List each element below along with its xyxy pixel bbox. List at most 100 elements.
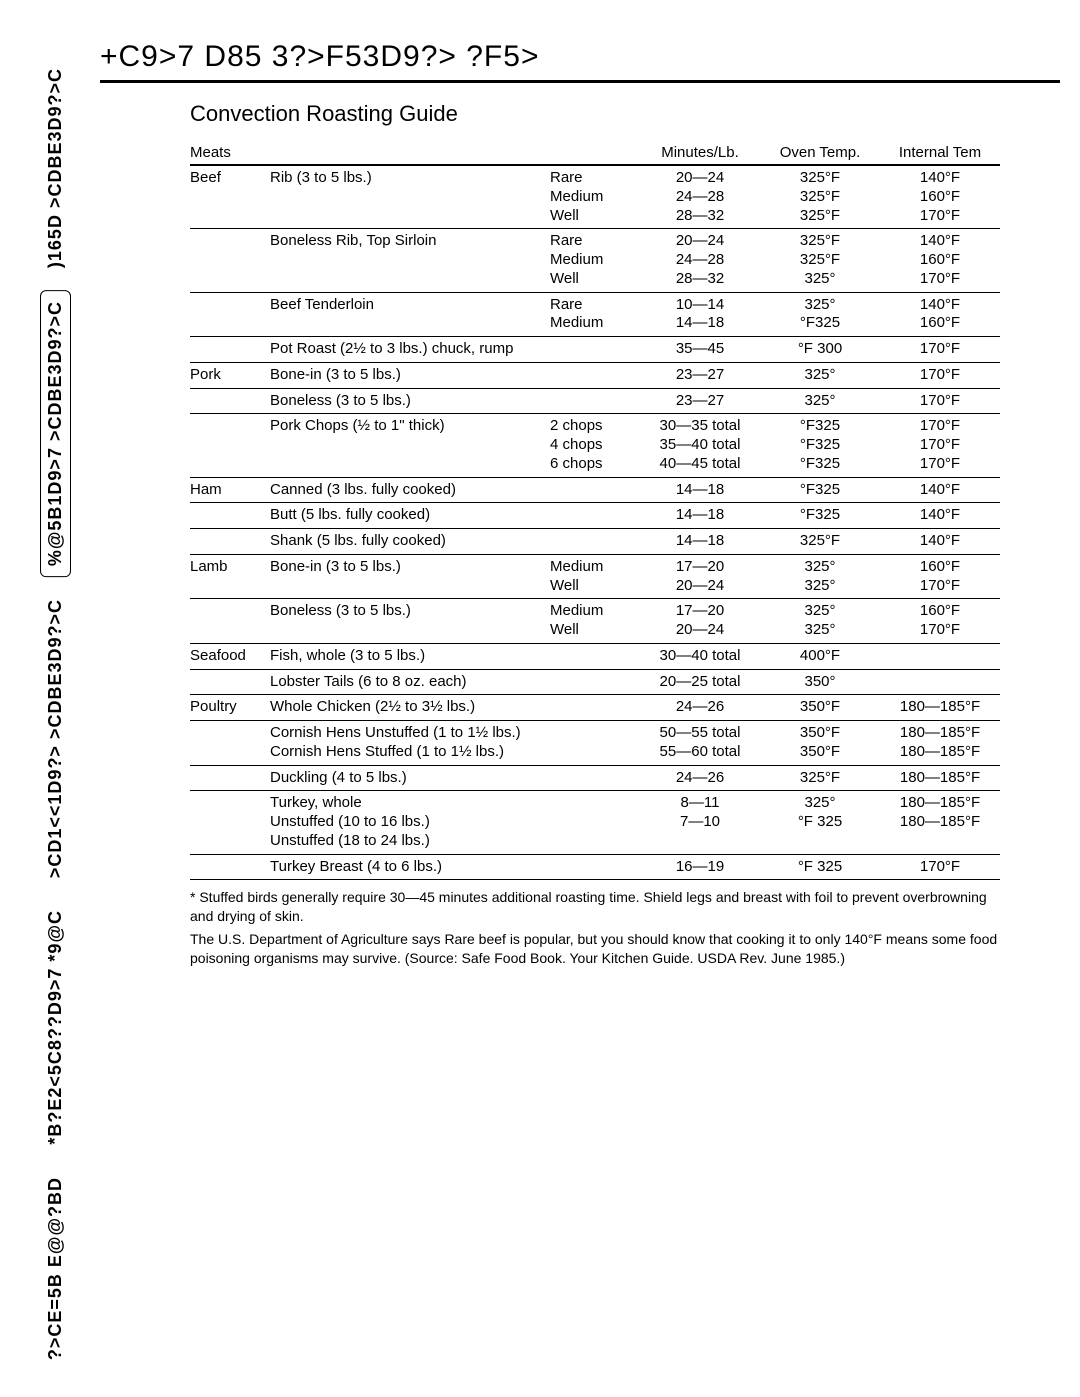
table-row: Shank (5 lbs. fully cooked)14—18325°F140… — [190, 529, 1000, 555]
cell-internal-temp: 170°F — [880, 366, 1000, 385]
cell-oven-temp: 325°F325°F325°F — [760, 169, 880, 225]
cell-internal-temp: 140°F160°F170°F — [880, 232, 1000, 288]
cell-minutes: 23—27 — [640, 392, 760, 411]
sidebar-tab: %@5B1D9>7 >CDBE3D9?>C — [40, 290, 71, 577]
cell-doneness — [550, 698, 640, 717]
cell-internal-temp: 170°F170°F170°F — [880, 417, 1000, 473]
cell-item: Whole Chicken (2½ to 3½ lbs.) — [270, 698, 550, 717]
cell-item: Canned (3 lbs. fully cooked) — [270, 481, 550, 500]
header-blank — [270, 144, 550, 161]
cell-item: Turkey, wholeUnstuffed (10 to 16 lbs.)Un… — [270, 794, 550, 850]
cell-minutes: 14—18 — [640, 506, 760, 525]
cell-internal-temp: 160°F170°F — [880, 602, 1000, 640]
cell-internal-temp: 170°F — [880, 858, 1000, 877]
cell-item: Rib (3 to 5 lbs.) — [270, 169, 550, 225]
cell-oven-temp: 325°F — [760, 769, 880, 788]
cell-minutes: 20—2424—2828—32 — [640, 169, 760, 225]
cell-meat — [190, 769, 270, 788]
cell-internal-temp: 180—185°F180—185°F — [880, 724, 1000, 762]
cell-item: Pork Chops (½ to 1" thick) — [270, 417, 550, 473]
cell-internal-temp: 180—185°F180—185°F — [880, 794, 1000, 850]
cell-internal-temp: 170°F — [880, 392, 1000, 411]
cell-item: Fish, whole (3 to 5 lbs.) — [270, 647, 550, 666]
cell-oven-temp: °F325 — [760, 481, 880, 500]
cell-item: Bone-in (3 to 5 lbs.) — [270, 366, 550, 385]
header-internal-temp: Internal Tem — [880, 144, 1000, 161]
sidebar-tab: >CD1<<1D9?> >CDBE3D9?>C — [41, 589, 70, 888]
footnote: The U.S. Department of Agriculture says … — [190, 930, 1000, 968]
cell-item: Lobster Tails (6 to 8 oz. each) — [270, 673, 550, 692]
cell-item: Boneless (3 to 5 lbs.) — [270, 392, 550, 411]
cell-minutes: 30—40 total — [640, 647, 760, 666]
sidebar-tab: ?>CE=5B E@@?BD — [41, 1167, 70, 1370]
cell-minutes: 10—1414—18 — [640, 296, 760, 334]
header-blank — [550, 144, 640, 161]
cell-doneness — [550, 532, 640, 551]
header-meats: Meats — [190, 144, 270, 161]
cell-oven-temp: 325°325° — [760, 602, 880, 640]
cell-doneness: 2 chops4 chops6 chops — [550, 417, 640, 473]
cell-oven-temp: 325°325° — [760, 558, 880, 596]
table-row: HamCanned (3 lbs. fully cooked) 14—18°F32… — [190, 478, 1000, 504]
table-row: Cornish Hens Unstuffed (1 to 1½ lbs.)Cor… — [190, 721, 1000, 766]
cell-meat — [190, 673, 270, 692]
cell-oven-temp: 350°F — [760, 698, 880, 717]
cell-meat: Ham — [190, 481, 270, 500]
cell-doneness: RareMedium — [550, 296, 640, 334]
table-header-row: Meats Minutes/Lb. Oven Temp. Internal Te… — [190, 141, 1000, 166]
page-title: +C9>7 D85 3?>F53D9?> ?F5> — [100, 40, 1060, 83]
cell-doneness — [550, 724, 640, 762]
cell-oven-temp: °F325 — [760, 506, 880, 525]
table-row: Boneless Rib, Top SirloinRareMediumWell2… — [190, 229, 1000, 292]
cell-minutes: 35—45 — [640, 340, 760, 359]
table-row: Butt (5 lbs. fully cooked)14—18°F325140°… — [190, 503, 1000, 529]
cell-minutes: 17—2020—24 — [640, 602, 760, 640]
cell-minutes: 50—55 total55—60 total — [640, 724, 760, 762]
cell-meat — [190, 724, 270, 762]
roasting-guide-table: Meats Minutes/Lb. Oven Temp. Internal Te… — [190, 141, 1000, 880]
cell-oven-temp: °F 300 — [760, 340, 880, 359]
cell-internal-temp — [880, 647, 1000, 666]
footnote: * Stuffed birds generally require 30—45 … — [190, 888, 1000, 926]
cell-minutes: 14—18 — [640, 481, 760, 500]
cell-doneness — [550, 858, 640, 877]
cell-item: Beef Tenderloin — [270, 296, 550, 334]
cell-meat: Seafood — [190, 647, 270, 666]
cell-oven-temp: 325° — [760, 366, 880, 385]
cell-internal-temp: 140°F — [880, 532, 1000, 551]
cell-doneness: RareMediumWell — [550, 169, 640, 225]
cell-minutes: 20—2424—2828—32 — [640, 232, 760, 288]
table-row: PoultryWhole Chicken (2½ to 3½ lbs.)24—2… — [190, 695, 1000, 721]
cell-doneness — [550, 392, 640, 411]
cell-meat: Beef — [190, 169, 270, 225]
cell-oven-temp: 325° — [760, 392, 880, 411]
cell-oven-temp: 400°F — [760, 647, 880, 666]
cell-internal-temp — [880, 673, 1000, 692]
cell-minutes: 20—25 total — [640, 673, 760, 692]
cell-meat — [190, 602, 270, 640]
cell-doneness — [550, 506, 640, 525]
header-oven-temp: Oven Temp. — [760, 144, 880, 161]
section-title: Convection Roasting Guide — [190, 101, 1060, 127]
cell-doneness — [550, 673, 640, 692]
cell-doneness — [550, 366, 640, 385]
cell-item: Boneless (3 to 5 lbs.) — [270, 602, 550, 640]
cell-meat: Lamb — [190, 558, 270, 596]
cell-oven-temp: 325°°F325 — [760, 296, 880, 334]
cell-minutes: 8—117—10 — [640, 794, 760, 850]
cell-meat — [190, 794, 270, 850]
table-row: Pork Chops (½ to 1" thick)2 chops4 chops… — [190, 414, 1000, 477]
cell-minutes: 24—26 — [640, 769, 760, 788]
cell-minutes: 24—26 — [640, 698, 760, 717]
table-row: PorkBone-in (3 to 5 lbs.)23—27325°170°F — [190, 363, 1000, 389]
cell-minutes: 16—19 — [640, 858, 760, 877]
cell-oven-temp: 325°°F 325 — [760, 794, 880, 850]
cell-item: Butt (5 lbs. fully cooked) — [270, 506, 550, 525]
cell-oven-temp: 325°F325°F325° — [760, 232, 880, 288]
cell-meat — [190, 232, 270, 288]
cell-internal-temp: 140°F160°F — [880, 296, 1000, 334]
cell-doneness — [550, 794, 640, 850]
main-content: +C9>7 D85 3?>F53D9?> ?F5> Convection Roa… — [100, 40, 1060, 972]
cell-item: Turkey Breast (4 to 6 lbs.) — [270, 858, 550, 877]
cell-doneness: MediumWell — [550, 558, 640, 596]
